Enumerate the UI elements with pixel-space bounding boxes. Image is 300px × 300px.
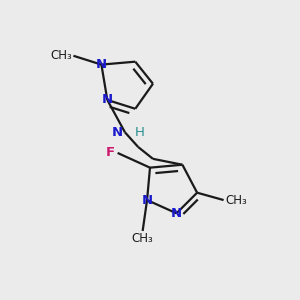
Text: CH₃: CH₃	[50, 49, 72, 62]
Text: N: N	[112, 126, 123, 139]
Text: H: H	[134, 126, 144, 139]
Text: CH₃: CH₃	[225, 194, 247, 207]
Text: CH₃: CH₃	[132, 232, 154, 245]
Text: N: N	[171, 207, 182, 220]
Text: N: N	[142, 194, 153, 207]
Text: N: N	[96, 58, 107, 71]
Text: F: F	[106, 146, 115, 159]
Text: N: N	[102, 93, 113, 106]
